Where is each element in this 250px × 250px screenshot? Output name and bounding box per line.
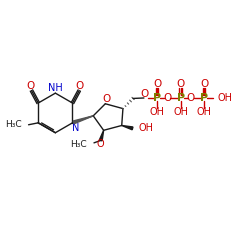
Text: P: P xyxy=(200,93,208,103)
Text: O: O xyxy=(140,89,149,99)
Text: O: O xyxy=(153,79,161,89)
Text: O: O xyxy=(102,94,110,104)
Text: O: O xyxy=(97,139,104,149)
Text: OH: OH xyxy=(173,107,188,117)
Text: OH: OH xyxy=(217,93,232,103)
Polygon shape xyxy=(73,116,93,124)
Text: OH: OH xyxy=(150,107,165,117)
Text: P: P xyxy=(153,93,161,103)
Text: O: O xyxy=(75,81,84,91)
Text: P: P xyxy=(176,93,185,103)
Text: OH: OH xyxy=(196,107,212,117)
Text: O: O xyxy=(163,93,172,103)
Text: H₃C: H₃C xyxy=(70,140,87,149)
Text: O: O xyxy=(176,79,185,89)
Text: N: N xyxy=(72,123,80,133)
Text: H₃C: H₃C xyxy=(6,120,22,129)
Text: NH: NH xyxy=(48,83,63,93)
Polygon shape xyxy=(99,130,104,141)
Text: O: O xyxy=(27,81,35,91)
Polygon shape xyxy=(122,126,133,130)
Text: O: O xyxy=(200,79,208,89)
Text: O: O xyxy=(186,93,195,103)
Text: OH: OH xyxy=(138,124,154,134)
